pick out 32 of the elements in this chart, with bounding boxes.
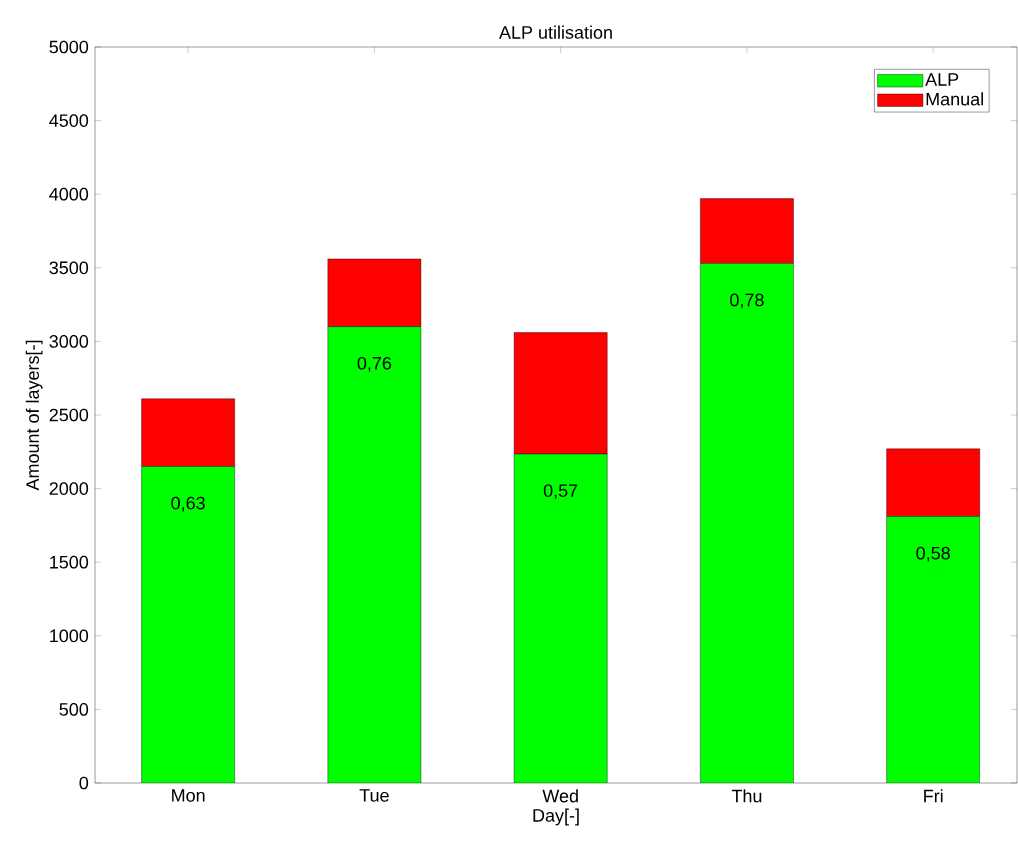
chart-title: ALP utilisation — [499, 25, 612, 39]
y-tick-label: 0 — [79, 776, 89, 790]
y-tick-label: 1000 — [50, 629, 89, 643]
y-tick-label: 2500 — [49, 408, 89, 422]
bar — [513, 332, 608, 455]
x-axis-title: Day[-] — [533, 808, 579, 826]
bar — [700, 263, 794, 783]
y-tick-label: 4000 — [49, 187, 89, 201]
y-tick-label: 500 — [59, 703, 89, 716]
y-tick-label: 1500 — [50, 555, 89, 569]
annotation: 0,57 — [543, 484, 578, 500]
bar — [513, 453, 608, 783]
y-tick-label: 2000 — [49, 482, 89, 495]
x-tick-label: Tue — [359, 789, 389, 802]
x-tick-label: Wed — [542, 789, 578, 803]
y-axis-title: Amount of layers[-] — [25, 340, 43, 491]
legend-label: Manual — [926, 92, 983, 106]
annotation: 0,63 — [171, 496, 205, 512]
annotation: 0,76 — [357, 356, 392, 372]
bar — [886, 516, 980, 783]
annotation: 0,58 — [916, 546, 950, 562]
y-tick-label: 3500 — [49, 261, 89, 275]
annotation: 0,78 — [730, 293, 764, 309]
y-tick-label: 3000 — [49, 335, 89, 348]
y-tick-label: 4500 — [49, 114, 89, 127]
bar — [327, 326, 422, 783]
y-tick-label: 5000 — [49, 40, 89, 54]
x-tick-label: Thu — [731, 789, 762, 803]
legend-label: ALP — [925, 73, 959, 86]
x-tick-label: Fri — [924, 789, 943, 803]
bar — [141, 466, 235, 783]
x-tick-label: Mon — [172, 789, 205, 802]
